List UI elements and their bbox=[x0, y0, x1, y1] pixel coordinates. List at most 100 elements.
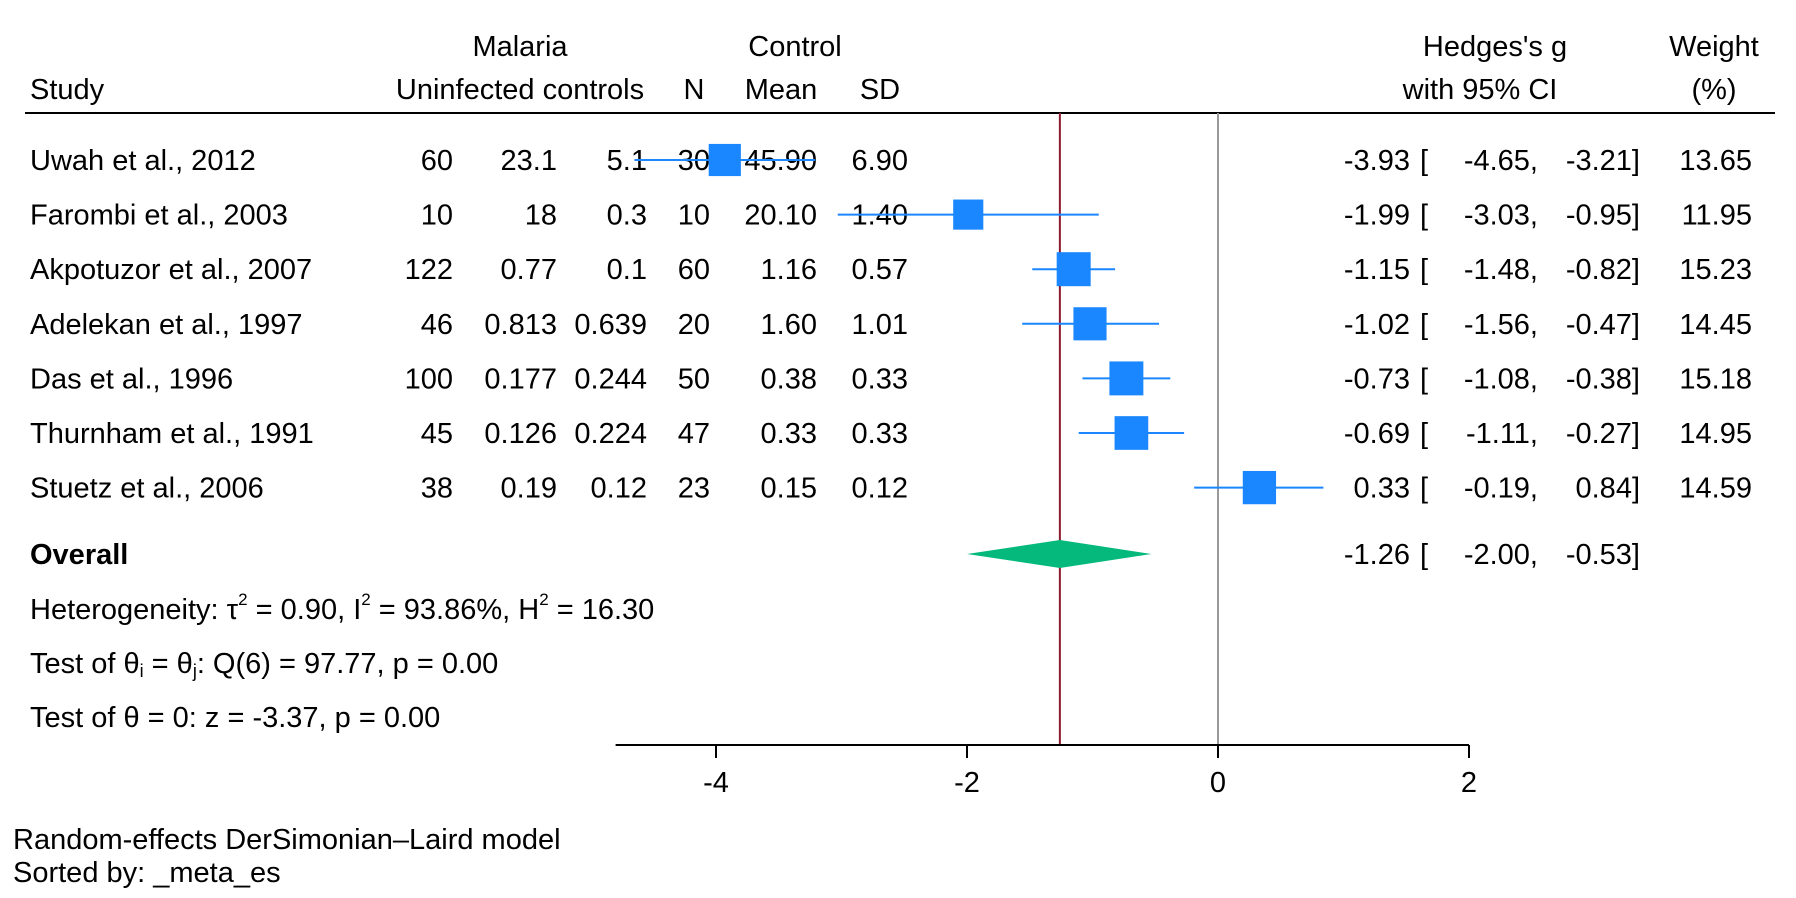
control-mean: 1.60 bbox=[761, 309, 817, 341]
control-mean: 0.15 bbox=[761, 473, 817, 505]
heterogeneity-h-value: = 16.30 bbox=[549, 594, 655, 626]
effect-marker bbox=[1073, 307, 1107, 341]
ci-lower: -1.56, bbox=[1464, 309, 1538, 341]
x-tick-label: -4 bbox=[703, 767, 729, 799]
malaria-n: 100 bbox=[405, 363, 453, 395]
study-row: Farombi et al., 2003 10 18 0.3 10 20.10 1.40 -1… bbox=[30, 199, 1752, 232]
ci-open-bracket: [ bbox=[1420, 473, 1428, 505]
header-group1: Malaria bbox=[472, 31, 568, 63]
effect-marker bbox=[1114, 416, 1149, 450]
header-mean: Mean bbox=[745, 74, 818, 106]
malaria-n: 10 bbox=[421, 200, 453, 232]
study-row: Akpotuzor et al., 2007 122 0.77 0.1 60 1.16 0.… bbox=[30, 252, 1752, 287]
effect-size: 0.33 bbox=[1354, 473, 1410, 505]
control-mean: 20.10 bbox=[744, 200, 817, 232]
ci-open-bracket: [ bbox=[1420, 145, 1428, 177]
ci-lower: -1.48, bbox=[1464, 254, 1538, 286]
study-name: Farombi et al., 2003 bbox=[30, 200, 288, 232]
tau-superscript: 2 bbox=[238, 590, 247, 609]
study-name: Stuetz et al., 2006 bbox=[30, 473, 264, 505]
footnote-sorted: Sorted by: _meta_es bbox=[13, 857, 281, 889]
malaria-sd: 0.12 bbox=[591, 473, 647, 505]
homogeneity-part3: : Q(6) = 97.77, p = 0.00 bbox=[197, 648, 498, 680]
ci-upper: -0.27] bbox=[1566, 418, 1640, 450]
control-n: 23 bbox=[678, 473, 710, 505]
control-sd: 6.90 bbox=[852, 145, 908, 177]
weight: 11.95 bbox=[1682, 200, 1752, 232]
study-name: Adelekan et al., 1997 bbox=[30, 309, 302, 341]
ci-lower: -0.19, bbox=[1464, 473, 1538, 505]
weight: 15.18 bbox=[1679, 363, 1752, 395]
effect-marker bbox=[1056, 252, 1091, 287]
ci-open-bracket: [ bbox=[1420, 200, 1428, 232]
overall-diamond bbox=[967, 540, 1152, 568]
x-axis: -4 -2 0 2 bbox=[615, 744, 1477, 799]
overall-ci-lower: -2.00, bbox=[1464, 539, 1538, 571]
control-sd: 0.12 bbox=[852, 473, 908, 505]
header-weight-line1: Weight bbox=[1669, 31, 1759, 63]
malaria-n: 60 bbox=[421, 145, 453, 177]
ci-open-bracket: [ bbox=[1420, 363, 1428, 395]
ci-open-bracket: [ bbox=[1420, 418, 1428, 450]
ci-lower: -1.08, bbox=[1464, 363, 1538, 395]
header-study: Study bbox=[30, 74, 105, 106]
effect-size: -0.73 bbox=[1344, 363, 1410, 395]
malaria-n: 38 bbox=[421, 473, 453, 505]
control-mean: 1.16 bbox=[761, 254, 817, 286]
effect-marker bbox=[953, 199, 984, 230]
study-row: Das et al., 1996 100 0.177 0.244 50 0.38 0.33 -… bbox=[30, 361, 1752, 395]
ci-upper: 0.84] bbox=[1576, 473, 1641, 505]
control-sd: 1.01 bbox=[852, 309, 908, 341]
header-effect-line1: Hedges's g bbox=[1423, 31, 1567, 63]
malaria-mean: 0.126 bbox=[484, 418, 557, 450]
control-n: 60 bbox=[678, 254, 710, 286]
study-rows: Uwah et al., 2012 60 23.1 5.1 30 45.90 6.90 -3.… bbox=[30, 143, 1752, 505]
malaria-sd: 0.224 bbox=[574, 418, 647, 450]
heterogeneity-tau-value: = 0.90, I bbox=[248, 594, 362, 626]
weight: 14.95 bbox=[1679, 418, 1752, 450]
heterogeneity-prefix: Heterogeneity: τ bbox=[30, 594, 239, 626]
ci-open-bracket: [ bbox=[1420, 254, 1428, 286]
header-uninfected: Uninfected controls bbox=[396, 74, 644, 106]
malaria-mean: 0.19 bbox=[501, 473, 557, 505]
x-tick-label: -2 bbox=[954, 767, 980, 799]
ci-open-bracket: [ bbox=[1420, 309, 1428, 341]
i-superscript: 2 bbox=[361, 590, 370, 609]
footnote-model: Random-effects DerSimonian–Laird model bbox=[13, 824, 561, 856]
control-n: 10 bbox=[678, 200, 710, 232]
weight: 15.23 bbox=[1679, 254, 1752, 286]
malaria-mean: 23.1 bbox=[501, 145, 557, 177]
ci-upper: -0.82] bbox=[1566, 254, 1640, 286]
overall-label: Overall bbox=[30, 539, 128, 571]
study-row: Uwah et al., 2012 60 23.1 5.1 30 45.90 6.90 -3.… bbox=[30, 143, 1752, 177]
study-name: Das et al., 1996 bbox=[30, 363, 233, 395]
h-superscript: 2 bbox=[539, 590, 548, 609]
homogeneity-part2: = θ bbox=[144, 648, 193, 680]
header-n: N bbox=[684, 74, 705, 106]
effect-size: -3.93 bbox=[1344, 145, 1410, 177]
x-tick-label: 0 bbox=[1210, 767, 1226, 799]
ci-upper: -3.21] bbox=[1566, 145, 1640, 177]
effect-size: -1.15 bbox=[1344, 254, 1410, 286]
weight: 13.65 bbox=[1679, 145, 1752, 177]
control-n: 20 bbox=[678, 309, 710, 341]
subscript-j: j bbox=[192, 661, 197, 681]
overall-ci-upper: -0.53] bbox=[1566, 539, 1640, 571]
control-sd: 0.57 bbox=[852, 254, 908, 286]
control-n: 50 bbox=[678, 363, 710, 395]
malaria-mean: 0.813 bbox=[484, 309, 557, 341]
weight: 14.59 bbox=[1679, 473, 1752, 505]
homogeneity-test-text: Test of θi = θj: Q(6) = 97.77, p = 0.00 bbox=[30, 648, 498, 681]
study-row: Thurnham et al., 1991 45 0.126 0.224 47 0.33 0… bbox=[30, 416, 1752, 450]
effect-size: -1.02 bbox=[1344, 309, 1410, 341]
study-row: Adelekan et al., 1997 46 0.813 0.639 20 1.60 1… bbox=[30, 307, 1752, 341]
malaria-mean: 0.77 bbox=[501, 254, 557, 286]
effect-test-text: Test of θ = 0: z = -3.37, p = 0.00 bbox=[30, 702, 440, 734]
heterogeneity-i-value: = 93.86%, H bbox=[371, 594, 539, 626]
effect-size: -0.69 bbox=[1344, 418, 1410, 450]
effect-marker bbox=[1242, 470, 1277, 505]
malaria-sd: 0.3 bbox=[607, 200, 647, 232]
malaria-n: 46 bbox=[421, 309, 453, 341]
malaria-mean: 18 bbox=[525, 200, 557, 232]
